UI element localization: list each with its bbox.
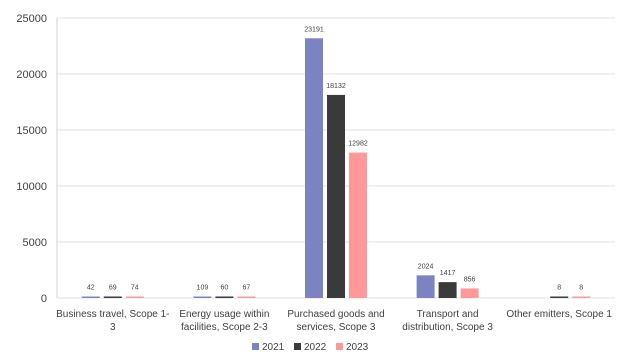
legend-swatch [294, 343, 301, 350]
legend-swatch [336, 343, 343, 350]
y-tick-label: 10000 [16, 181, 47, 193]
data-label: 67 [243, 285, 251, 292]
category-label: Other emitters, Scope 1 [506, 309, 612, 320]
bar [460, 288, 479, 298]
legend-label: 2023 [346, 342, 369, 353]
bar [327, 94, 345, 298]
data-label: 23191 [304, 26, 324, 33]
legend: 2021 2022 2023 [252, 342, 369, 353]
bar [103, 296, 122, 298]
category-label: Purchased goods and services, Scope 3 [287, 309, 384, 333]
data-label: 109 [197, 285, 209, 292]
legend-label: 2021 [262, 342, 285, 353]
y-tick-label: 25000 [16, 13, 47, 25]
data-label: 2024 [418, 263, 434, 270]
bar [81, 296, 100, 298]
bars [81, 38, 591, 298]
data-label: 8 [557, 285, 561, 292]
bar [305, 38, 323, 298]
y-tick-label: 5000 [23, 237, 47, 249]
legend-label: 2022 [304, 342, 327, 353]
y-axis-ticks: 0 5000 10000 15000 20000 25000 [16, 13, 47, 305]
legend-swatch [252, 343, 259, 350]
bar [349, 152, 367, 298]
bar [438, 282, 457, 298]
bar [193, 296, 212, 298]
data-label: 60 [221, 285, 229, 292]
data-label: 8 [579, 285, 583, 292]
bar [215, 296, 234, 298]
category-label: Energy usage within facilities, Scope 2-3 [179, 309, 269, 333]
y-tick-label: 15000 [16, 125, 47, 137]
data-label: 12982 [348, 141, 368, 148]
y-tick-label: 0 [41, 293, 47, 305]
data-label: 1417 [440, 270, 456, 277]
data-label: 18132 [326, 83, 346, 90]
bar [237, 296, 256, 298]
data-label: 74 [131, 285, 139, 292]
data-label: 42 [87, 285, 95, 292]
data-label: 856 [464, 276, 476, 283]
bar [416, 275, 435, 298]
data-labels: 42 69 74 109 60 67 23191 18132 12982 2024 1417 856 8… [87, 26, 583, 291]
bar [572, 296, 591, 298]
bar [125, 296, 144, 298]
category-label: Business travel, Scope 1-3 [56, 309, 169, 333]
data-label: 69 [109, 285, 117, 292]
y-tick-label: 20000 [16, 69, 47, 81]
category-label: Transport and distribution, Scope 3 [402, 309, 493, 333]
category-labels: Business travel, Scope 1-3 Energy usage w… [56, 309, 612, 333]
bar [550, 296, 569, 298]
